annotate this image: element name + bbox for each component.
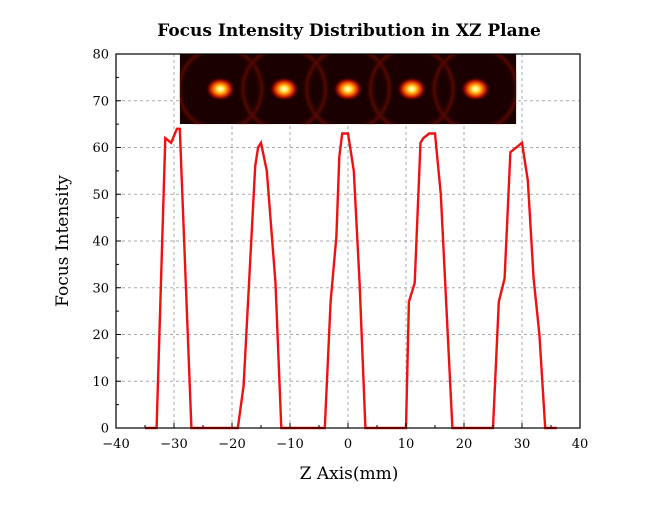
x-axis: −40 −30 −20 −10 0 10 20 30 40 bbox=[102, 423, 588, 452]
y-tick-label: 60 bbox=[92, 141, 109, 156]
chart-title: Focus Intensity Distribution in XZ Plane bbox=[157, 21, 541, 41]
x-tick-label: 0 bbox=[344, 437, 352, 452]
x-tick-label: 10 bbox=[398, 437, 415, 452]
heatmap-hot-spot bbox=[205, 77, 236, 102]
x-tick-label: −10 bbox=[276, 437, 303, 452]
heatmap-hot-spot bbox=[460, 77, 491, 102]
series-line bbox=[145, 127, 557, 430]
x-tick-label: 20 bbox=[456, 437, 473, 452]
x-axis-label: Z Axis(mm) bbox=[300, 464, 399, 484]
y-tick-label: 80 bbox=[92, 48, 109, 63]
heatmap-hot-spot bbox=[333, 77, 363, 102]
heatmap-hot-spot bbox=[396, 77, 427, 102]
y-tick-label: 10 bbox=[92, 375, 109, 390]
x-tick-label: 40 bbox=[572, 437, 589, 452]
x-tick-label: −30 bbox=[160, 437, 187, 452]
heatmap-inset bbox=[179, 54, 517, 125]
x-tick-label: −40 bbox=[102, 437, 129, 452]
y-tick-label: 30 bbox=[92, 281, 109, 296]
heatmap-hot-spot bbox=[269, 77, 300, 102]
x-tick-label: 30 bbox=[514, 437, 531, 452]
y-tick-label: 40 bbox=[92, 235, 109, 250]
series-layer bbox=[145, 127, 557, 430]
y-tick-label: 50 bbox=[92, 188, 109, 203]
x-tick-label: −20 bbox=[218, 437, 245, 452]
y-tick-label: 0 bbox=[101, 422, 109, 437]
y-axis-label: Focus Intensity bbox=[53, 175, 73, 307]
y-axis: 0 10 20 30 40 50 60 70 80 bbox=[92, 48, 121, 437]
y-tick-label: 70 bbox=[92, 94, 109, 109]
y-tick-label: 20 bbox=[92, 328, 109, 343]
